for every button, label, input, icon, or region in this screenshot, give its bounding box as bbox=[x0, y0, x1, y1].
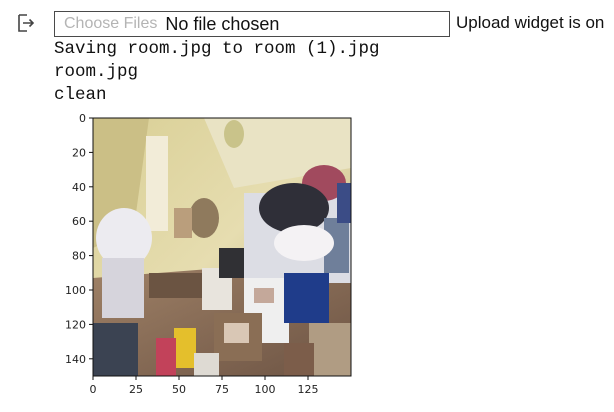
output-arrow-icon[interactable] bbox=[15, 12, 37, 34]
console-output: Saving room.jpg to room (1).jpg room.jpg c… bbox=[54, 38, 380, 107]
console-line-saving: Saving room.jpg to room (1).jpg bbox=[54, 39, 380, 59]
upload-status-text: Upload widget is on bbox=[456, 13, 605, 32]
y-tick-label: 20 bbox=[72, 146, 86, 159]
x-tick-label: 50 bbox=[172, 383, 186, 396]
y-tick-label: 140 bbox=[65, 353, 86, 366]
y-tick-label: 0 bbox=[79, 112, 86, 125]
choose-files-button[interactable]: Choose Files bbox=[64, 15, 158, 32]
x-tick-label: 0 bbox=[90, 383, 97, 396]
y-tick-label: 120 bbox=[65, 318, 86, 331]
x-tick-label: 75 bbox=[215, 383, 229, 396]
image-plot: 0 20 40 60 80 100 120 140 0 25 50 75 100 125 bbox=[65, 112, 352, 396]
file-upload-input[interactable]: Choose Files No file chosen bbox=[54, 11, 450, 37]
y-tick-label: 40 bbox=[72, 181, 86, 194]
x-axis: 0 25 50 75 100 125 bbox=[90, 376, 319, 396]
y-axis: 0 20 40 60 80 100 120 140 bbox=[65, 112, 93, 366]
console-line-filename: room.jpg bbox=[54, 62, 139, 82]
x-tick-label: 25 bbox=[129, 383, 143, 396]
y-tick-label: 60 bbox=[72, 215, 86, 228]
console-line-prediction: clean bbox=[54, 85, 107, 105]
y-tick-label: 100 bbox=[65, 284, 86, 297]
x-tick-label: 100 bbox=[255, 383, 276, 396]
room-photo bbox=[93, 118, 351, 376]
x-tick-label: 125 bbox=[298, 383, 319, 396]
y-tick-label: 80 bbox=[72, 250, 86, 263]
no-file-chosen-label: No file chosen bbox=[165, 13, 280, 34]
